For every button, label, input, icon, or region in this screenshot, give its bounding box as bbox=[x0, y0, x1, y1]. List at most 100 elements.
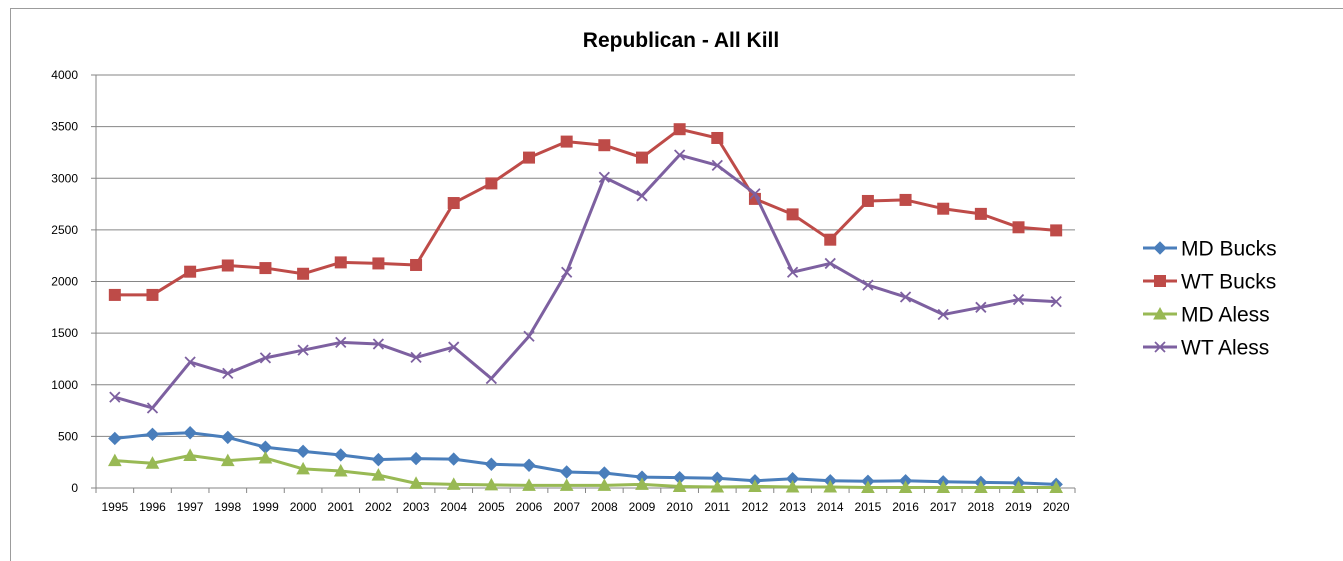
wt-aless-point bbox=[598, 171, 610, 183]
wt-aless-point bbox=[184, 356, 196, 368]
wt-aless-point bbox=[146, 402, 159, 414]
x-tick-label: 2010 bbox=[666, 500, 693, 514]
wt-aless-point bbox=[1050, 295, 1062, 308]
wt-bucks-point bbox=[485, 177, 498, 190]
x-marker-stroke bbox=[749, 188, 761, 200]
x-tick-label: 1997 bbox=[177, 500, 204, 514]
series-wt-aless bbox=[109, 149, 1062, 414]
x-marker-stroke bbox=[786, 266, 799, 278]
x-tick-label: 2017 bbox=[930, 500, 957, 514]
x-marker-stroke bbox=[598, 171, 610, 183]
md-bucks-point bbox=[484, 457, 499, 471]
wt-aless-point bbox=[259, 352, 272, 364]
x-marker-stroke bbox=[485, 372, 498, 385]
wt-bucks-point bbox=[1050, 224, 1063, 237]
x-marker-stroke bbox=[109, 391, 121, 403]
x-tick-label: 2016 bbox=[892, 500, 919, 514]
wt-aless-point bbox=[636, 190, 648, 202]
x-marker-stroke bbox=[297, 344, 309, 356]
x-marker-stroke bbox=[448, 341, 460, 353]
wt-aless-point bbox=[899, 291, 912, 303]
md-bucks-point bbox=[447, 452, 461, 466]
x-marker-stroke bbox=[1012, 293, 1025, 306]
y-tick-label: 2000 bbox=[51, 275, 78, 289]
md-aless-point bbox=[145, 456, 160, 469]
series-md-aless bbox=[107, 448, 1064, 493]
y-tick-label: 1500 bbox=[51, 326, 78, 340]
md-bucks-point bbox=[597, 466, 612, 480]
md-aless-point bbox=[333, 463, 348, 477]
md-bucks-point bbox=[108, 431, 122, 446]
wt-aless-point bbox=[335, 336, 347, 349]
md-aless-point bbox=[484, 477, 499, 491]
md-aless-point bbox=[107, 453, 122, 467]
x-marker-stroke bbox=[1154, 341, 1166, 353]
md-aless-point bbox=[672, 479, 687, 492]
md-aless-point bbox=[1011, 480, 1026, 493]
wt-aless-point bbox=[975, 301, 987, 313]
wt-bucks-point bbox=[108, 288, 121, 301]
md-aless-point bbox=[446, 477, 461, 490]
wt-bucks-point bbox=[937, 202, 950, 215]
wt-aless-point bbox=[222, 367, 234, 380]
x-tick-label: 1999 bbox=[252, 500, 279, 514]
wt-bucks-point bbox=[899, 193, 912, 206]
legend-label: WT Bucks bbox=[1181, 271, 1276, 294]
series-line-wt-aless bbox=[114, 153, 1057, 410]
wt-aless-point bbox=[862, 279, 874, 291]
wt-aless-point bbox=[711, 159, 723, 171]
md-aless-point bbox=[258, 451, 273, 464]
x-marker-stroke bbox=[975, 301, 987, 313]
wt-bucks-point bbox=[184, 265, 197, 278]
wt-aless-point bbox=[786, 266, 799, 278]
x-tick-label: 2013 bbox=[779, 500, 806, 514]
axes bbox=[91, 74, 1076, 493]
wt-aless-point bbox=[448, 341, 460, 353]
wt-bucks-point bbox=[560, 135, 573, 148]
x-marker-stroke bbox=[561, 266, 573, 278]
gridlines bbox=[96, 74, 1075, 437]
x-marker-stroke bbox=[862, 279, 874, 291]
md-bucks-point bbox=[559, 465, 574, 479]
x-tick-label: 2007 bbox=[553, 500, 580, 514]
md-bucks-point bbox=[371, 452, 386, 467]
x-marker-stroke bbox=[335, 336, 347, 349]
y-axis-ticks: 0 500 1000 1500 2000 2500 3000 3500 4000 bbox=[51, 68, 78, 495]
md-aless-point bbox=[936, 480, 951, 493]
md-aless-point bbox=[559, 478, 574, 491]
series-layer bbox=[107, 123, 1064, 493]
wt-bucks-point bbox=[410, 258, 423, 271]
x-marker-stroke bbox=[711, 159, 723, 171]
md-aless-point bbox=[748, 479, 762, 492]
wt-bucks-point bbox=[711, 131, 724, 144]
x-marker-stroke bbox=[523, 330, 535, 342]
x-tick-label: 2020 bbox=[1043, 500, 1070, 514]
md-aless-point bbox=[1049, 480, 1064, 493]
x-tick-label: 2002 bbox=[365, 500, 392, 514]
legend-label: MD Bucks bbox=[1181, 238, 1277, 261]
legend-item-wt-aless: WT Aless bbox=[1143, 337, 1269, 360]
md-aless-point bbox=[183, 448, 197, 461]
chart-title: Republican - All Kill bbox=[583, 29, 779, 52]
y-tick-label: 2500 bbox=[51, 223, 78, 237]
x-tick-label: 1995 bbox=[101, 500, 128, 514]
wt-bucks-point bbox=[334, 256, 347, 269]
y-tick-label: 3500 bbox=[51, 120, 78, 134]
x-tick-label: 2019 bbox=[1005, 500, 1032, 514]
wt-aless-point bbox=[372, 338, 385, 350]
md-bucks-point bbox=[334, 448, 348, 462]
x-tick-label: 2011 bbox=[704, 500, 730, 514]
md-aless-point bbox=[220, 453, 235, 467]
series-line-wt-bucks bbox=[114, 127, 1057, 297]
x-marker-stroke bbox=[222, 367, 234, 380]
wt-bucks-point bbox=[297, 267, 310, 280]
x-marker-stroke bbox=[184, 356, 196, 368]
legend-label: WT Aless bbox=[1181, 337, 1269, 360]
wt-bucks-point bbox=[447, 197, 460, 210]
legend: MD Bucks WT Bucks MD Aless WT Aless bbox=[1143, 238, 1277, 360]
wt-aless-point bbox=[297, 344, 309, 356]
y-tick-label: 4000 bbox=[51, 68, 78, 82]
x-tick-label: 2001 bbox=[327, 500, 354, 514]
wt-bucks-point bbox=[635, 151, 648, 164]
md-aless-point bbox=[861, 480, 875, 493]
